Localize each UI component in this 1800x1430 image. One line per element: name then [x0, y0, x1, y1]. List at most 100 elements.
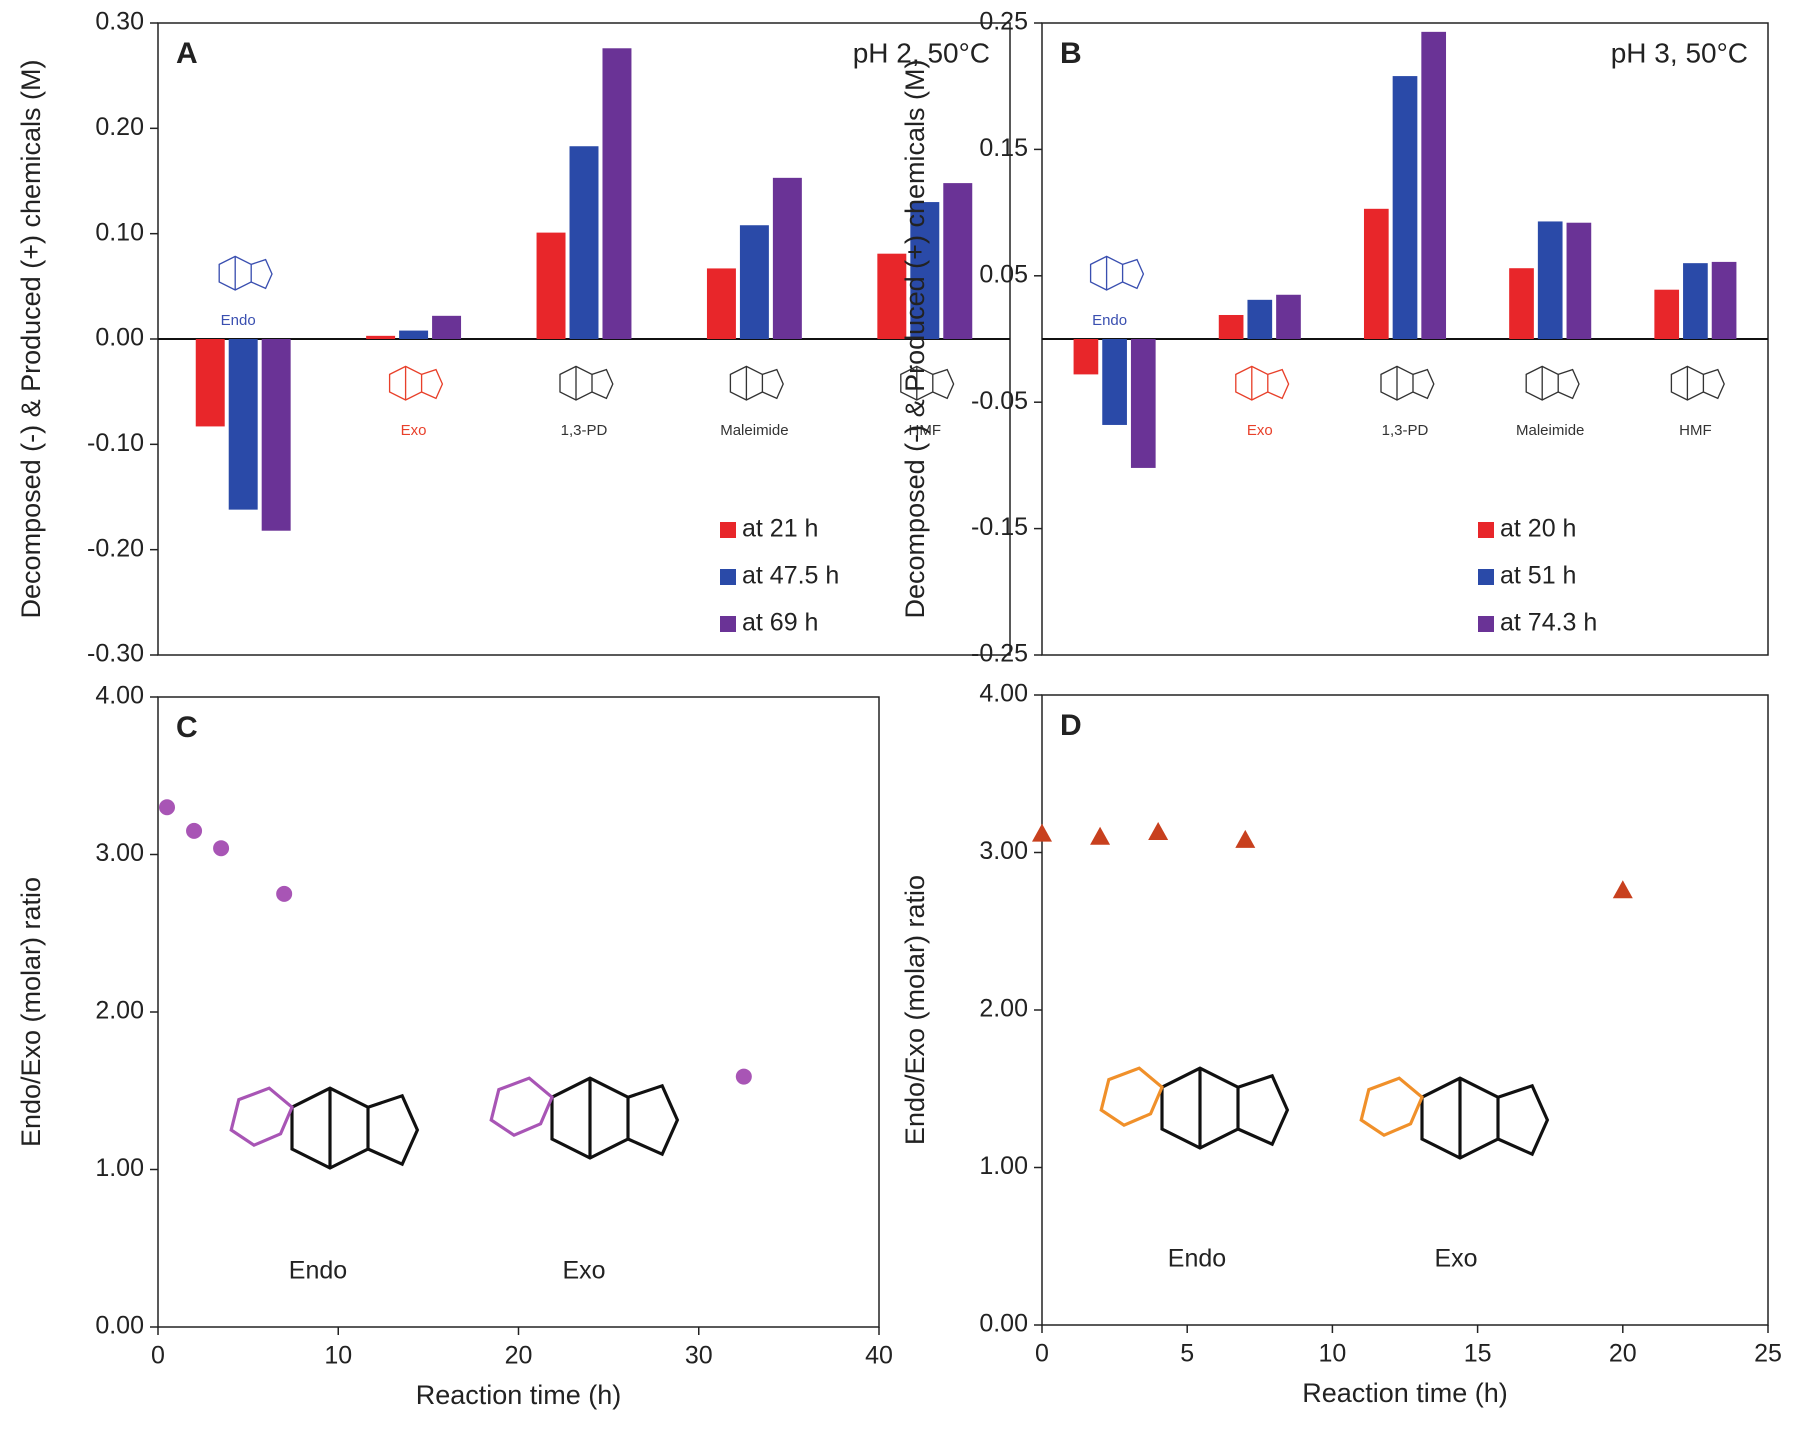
x-tick-label: 20	[505, 1342, 533, 1370]
imide-ring	[627, 1083, 680, 1157]
y-tick-label: 3.00	[95, 839, 144, 867]
category-label: Endo	[221, 312, 256, 329]
category-label: 1,3-PD	[1382, 422, 1429, 439]
bar	[1102, 339, 1127, 425]
category-label: 1,3-PD	[561, 422, 608, 439]
acetal-ring	[1359, 1076, 1424, 1137]
y-tick-label: 2.00	[95, 997, 144, 1025]
bar	[536, 232, 566, 339]
data-point	[735, 1068, 752, 1085]
y-tick-label: -0.20	[87, 534, 144, 562]
structure-sketch	[900, 365, 955, 401]
plot-frame	[157, 696, 880, 1328]
structure-label: Endo	[289, 1257, 347, 1285]
x-tick-label: 5	[1180, 1340, 1194, 1368]
bar	[399, 330, 429, 339]
data-point	[276, 885, 293, 902]
data-point	[1090, 826, 1111, 845]
y-tick-label: -0.10	[87, 429, 144, 457]
bar	[602, 48, 632, 339]
legend-swatch	[1478, 616, 1494, 632]
structure-sketch	[1380, 365, 1435, 401]
y-tick-label: 0.25	[979, 8, 1028, 36]
imide-ring	[250, 258, 273, 290]
y-tick-label: 2.00	[979, 995, 1028, 1023]
bar	[1392, 76, 1418, 339]
category-label: Maleimide	[720, 422, 788, 439]
x-tick-label: 15	[1464, 1340, 1492, 1368]
ring	[489, 1076, 554, 1137]
condition-label: pH 2, 50°C	[853, 37, 990, 68]
y-tick-label: 0.05	[979, 260, 1028, 288]
category-label: HMF	[909, 422, 942, 439]
bar	[195, 339, 225, 427]
bar	[228, 339, 258, 510]
y-tick-label: 0.00	[979, 1310, 1028, 1338]
x-axis-label: Reaction time (h)	[1302, 1378, 1508, 1408]
bar	[1363, 208, 1389, 339]
y-tick-label: -0.15	[971, 513, 1028, 541]
legend-swatch	[1478, 569, 1494, 585]
data-point	[1148, 822, 1169, 841]
category-label: Endo	[1092, 312, 1127, 329]
bar	[1218, 314, 1244, 339]
bar	[569, 146, 599, 339]
bar	[261, 339, 291, 531]
category-label: Exo	[1247, 422, 1273, 439]
y-tick-label: 3.00	[979, 837, 1028, 865]
bar	[706, 268, 736, 339]
legend-label: at 21 h	[742, 515, 818, 543]
y-tick-label: -0.30	[87, 640, 144, 668]
legend-label: at 74.3 h	[1500, 609, 1597, 637]
imide-ring	[1122, 258, 1145, 290]
y-tick-label: 4.00	[95, 682, 144, 710]
x-tick-label: 10	[324, 1342, 352, 1370]
imide-ring	[1412, 368, 1435, 400]
data-point	[159, 799, 176, 816]
panel-label: D	[1060, 709, 1082, 742]
y-tick-label: -0.25	[971, 640, 1028, 668]
data-point	[1235, 829, 1256, 848]
bar	[1130, 339, 1156, 468]
bar	[366, 335, 396, 339]
plot-frame	[1041, 694, 1769, 1326]
y-tick-label: 0.10	[95, 218, 144, 246]
x-tick-label: 40	[865, 1342, 893, 1370]
legend-swatch	[720, 522, 736, 538]
bar	[1537, 221, 1563, 339]
panel-label: B	[1060, 37, 1082, 70]
imide-ring	[1703, 368, 1725, 400]
acetal-ring	[489, 1076, 554, 1137]
y-tick-label: 1.00	[979, 1152, 1028, 1180]
bar	[432, 315, 462, 339]
bar	[943, 183, 973, 339]
structure-sketch	[1670, 365, 1725, 401]
y-tick-label: 0.00	[95, 1312, 144, 1340]
y-axis-label: Decomposed (-) & Produced (+) chemicals …	[900, 60, 930, 619]
x-tick-label: 20	[1609, 1340, 1637, 1368]
imide-ring	[1267, 368, 1290, 400]
y-tick-label: 4.00	[979, 680, 1028, 708]
structure-sketch	[1525, 365, 1580, 401]
bar	[1654, 289, 1680, 339]
category-label: Exo	[401, 422, 427, 439]
structure-sketch	[559, 365, 614, 401]
structure-sketch	[1089, 255, 1145, 291]
bar	[1711, 261, 1737, 339]
structure-sketch	[1235, 365, 1290, 401]
imide-ring	[762, 368, 784, 400]
data-point	[213, 840, 230, 857]
data-point	[186, 822, 203, 839]
y-axis-label: Endo/Exo (molar) ratio	[900, 875, 930, 1145]
bar	[739, 225, 769, 339]
bar	[1073, 339, 1099, 375]
legend-swatch	[720, 569, 736, 585]
legend-label: at 47.5 h	[742, 562, 839, 590]
condition-label: pH 3, 50°C	[1611, 37, 1748, 68]
structure-sketch	[729, 365, 784, 401]
structure-sketch	[550, 1076, 680, 1160]
imide-ring	[1557, 368, 1580, 400]
structure-sketch	[388, 365, 444, 401]
structure-label: Exo	[562, 1257, 605, 1285]
